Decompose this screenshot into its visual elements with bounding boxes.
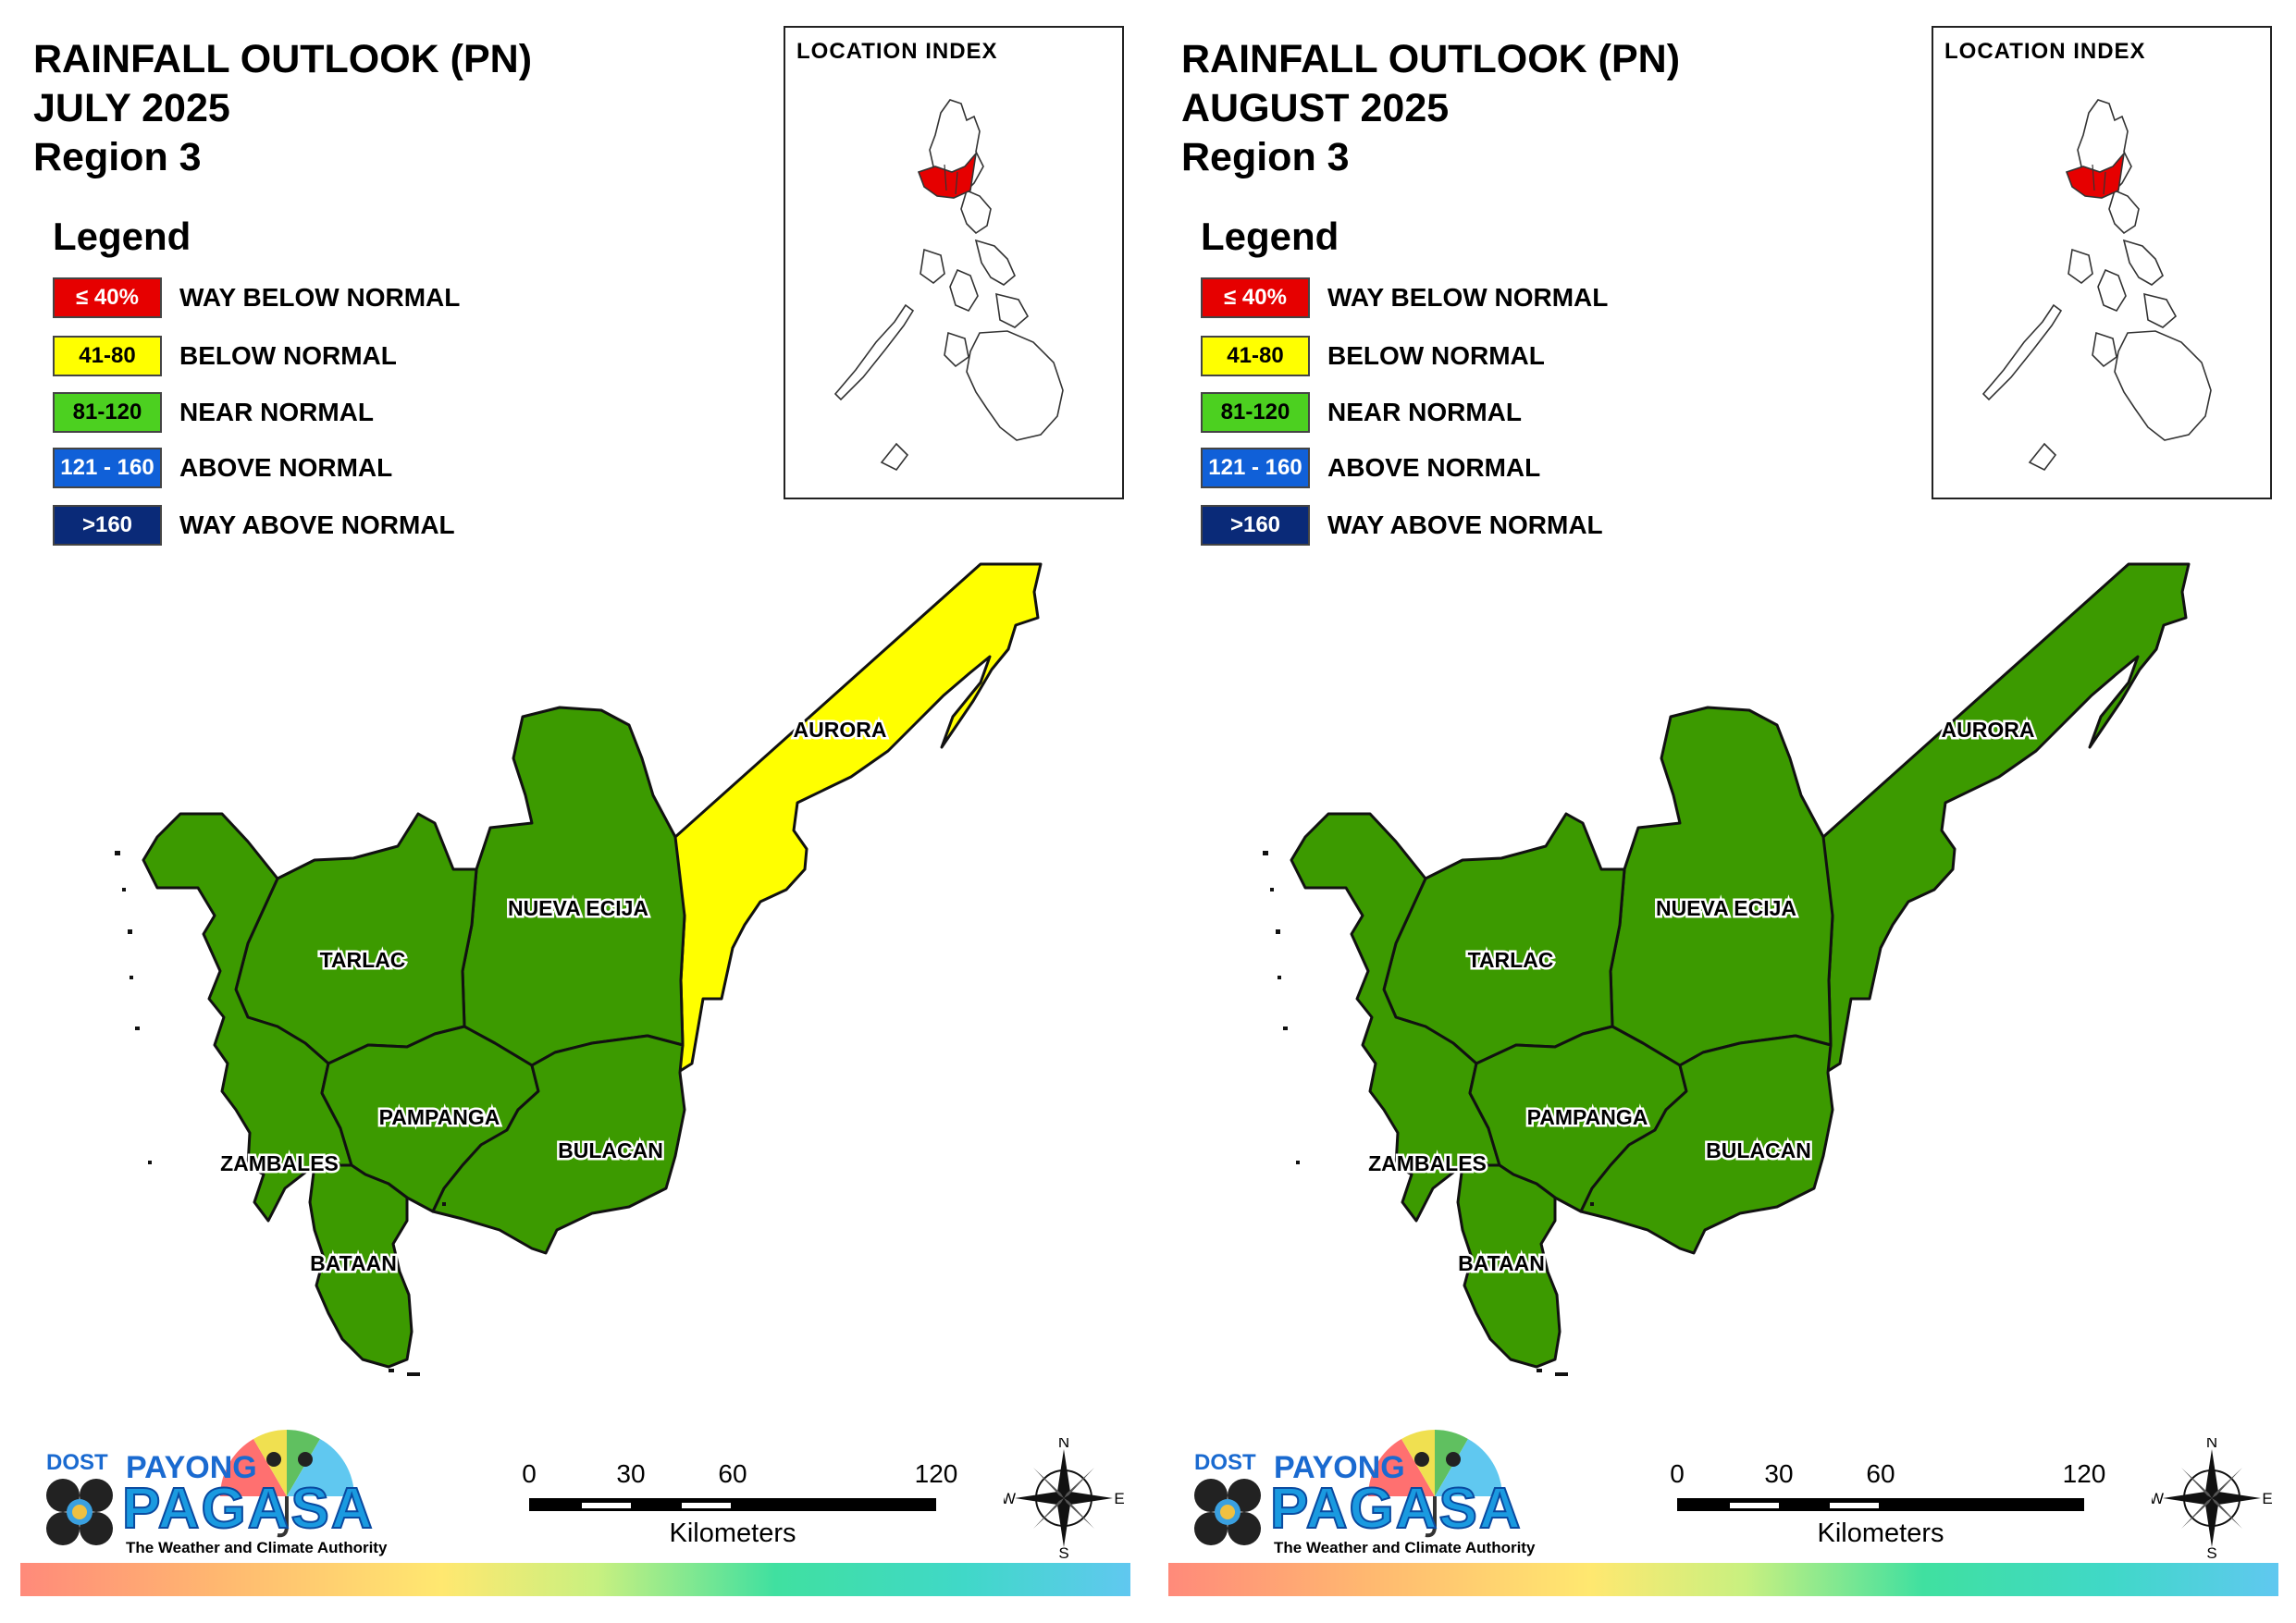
legend-label: WAY BELOW NORMAL: [179, 283, 461, 312]
map-title: RAINFALL OUTLOOK (PN) AUGUST 2025 Region…: [1181, 35, 1680, 182]
footer-color-band: [20, 1563, 1130, 1596]
province-bulacan: [1579, 1034, 1834, 1255]
logo-dost: DOST: [1194, 1450, 1256, 1475]
province-bataan: [308, 1163, 414, 1369]
legend-label: NEAR NORMAL: [179, 398, 374, 426]
scale-unit: Kilometers: [669, 1518, 796, 1548]
legend-swatch: 41-80: [53, 336, 162, 376]
legend-swatch: 81-120: [1201, 392, 1310, 433]
legend-heading: Legend: [1201, 215, 1339, 258]
legend-label: WAY ABOVE NORMAL: [179, 510, 455, 539]
legend-swatch: ≤ 40%: [1201, 277, 1310, 318]
north-arrow-compass: N S E W: [2149, 1433, 2273, 1562]
province-zambales: [142, 812, 353, 1223]
compass-s: S: [2206, 1544, 2216, 1558]
logo-dost: DOST: [46, 1450, 108, 1475]
philippines-index-outline: [833, 99, 1064, 472]
title-line-2: JULY 2025: [33, 86, 230, 130]
compass-s: S: [1058, 1544, 1068, 1558]
compass-n: N: [1058, 1438, 1069, 1451]
philippines-index-outline: [1981, 99, 2212, 472]
region3-choropleth-map: AURORA NUEVA ECIJA TARLAC PAMPANGA BULAC…: [1263, 562, 2191, 1376]
legend-swatch: 121 - 160: [53, 448, 162, 488]
legend-swatch: 121 - 160: [1201, 448, 1310, 488]
province-bulacan: [431, 1034, 686, 1255]
legend-label: WAY ABOVE NORMAL: [1327, 510, 1603, 539]
province-aurora: [1818, 562, 2191, 1075]
logo-payong: PAYONG: [126, 1450, 257, 1485]
scale-bar: 0 30 60 120 Kilometers: [1666, 1459, 2110, 1561]
label-tarlac: TARLAC: [320, 948, 406, 972]
label-zambales: ZAMBALES: [1368, 1151, 1487, 1175]
province-zambales: [1290, 812, 1501, 1223]
title-line-3: Region 3: [1181, 135, 1350, 179]
footer-color-band: [1168, 1563, 2278, 1596]
logo-tagline: The Weather and Climate Authority: [1274, 1539, 1536, 1556]
location-index-map: LOCATION INDEX: [784, 26, 1124, 499]
scale-tick-60: 60: [718, 1459, 747, 1488]
scale-bar: 0 30 60 120 Kilometers: [518, 1459, 962, 1561]
title-line-1: RAINFALL OUTLOOK (PN): [33, 37, 533, 81]
title-line-1: RAINFALL OUTLOOK (PN): [1181, 37, 1681, 81]
legend-heading: Legend: [53, 215, 191, 258]
label-pampanga: PAMPANGA: [379, 1105, 500, 1129]
label-bataan: BATAAN: [1458, 1251, 1545, 1275]
location-index-title: LOCATION INDEX: [796, 39, 998, 64]
legend-label: ABOVE NORMAL: [1327, 453, 1541, 482]
map-title: RAINFALL OUTLOOK (PN) JULY 2025 Region 3: [33, 35, 532, 182]
location-index-map: LOCATION INDEX: [1932, 26, 2272, 499]
label-nueva-ecija: NUEVA ECIJA: [508, 896, 648, 920]
label-aurora: AURORA: [794, 718, 887, 742]
outlook-panel-july: RAINFALL OUTLOOK (PN) JULY 2025 Region 3…: [20, 26, 1130, 1596]
label-bulacan: BULACAN: [558, 1138, 663, 1162]
location-index-title: LOCATION INDEX: [1944, 39, 2146, 64]
label-bataan: BATAAN: [310, 1251, 397, 1275]
scale-tick-0: 0: [1670, 1459, 1685, 1488]
legend-swatch: >160: [1201, 505, 1310, 546]
legend-label: BELOW NORMAL: [179, 341, 397, 370]
label-nueva-ecija: NUEVA ECIJA: [1656, 896, 1796, 920]
label-zambales: ZAMBALES: [220, 1151, 339, 1175]
scale-tick-0: 0: [522, 1459, 537, 1488]
legend-label: WAY BELOW NORMAL: [1327, 283, 1609, 312]
scale-tick-120: 120: [2062, 1459, 2106, 1488]
scale-tick-30: 30: [616, 1459, 646, 1488]
payong-pagasa-logo: DOST PAYONG PAGASA The Weather and Clima…: [35, 1387, 396, 1572]
compass-w: W: [2152, 1490, 2164, 1507]
scale-tick-60: 60: [1866, 1459, 1895, 1488]
scale-unit: Kilometers: [1817, 1518, 1944, 1548]
north-arrow-compass: N S E W: [1001, 1433, 1125, 1562]
logo-tagline: The Weather and Climate Authority: [126, 1539, 388, 1556]
legend-label: ABOVE NORMAL: [179, 453, 393, 482]
title-line-2: AUGUST 2025: [1181, 86, 1450, 130]
title-line-3: Region 3: [33, 135, 202, 179]
outlook-panel-august: RAINFALL OUTLOOK (PN) AUGUST 2025 Region…: [1148, 0, 2296, 1623]
compass-e: E: [2262, 1490, 2272, 1507]
legend-label: NEAR NORMAL: [1327, 398, 1522, 426]
logo-pagasa: PAGASA: [121, 1476, 375, 1542]
logo-pagasa: PAGASA: [1269, 1476, 1523, 1542]
compass-e: E: [1114, 1490, 1124, 1507]
legend-label: BELOW NORMAL: [1327, 341, 1545, 370]
compass-w: W: [1004, 1490, 1016, 1507]
label-aurora: AURORA: [1942, 718, 2035, 742]
province-nueva-ecija: [461, 706, 686, 1067]
region3-choropleth-map: AURORA NUEVA ECIJA TARLAC PAMPANGA BULAC…: [115, 562, 1043, 1376]
legend-swatch: ≤ 40%: [53, 277, 162, 318]
scale-tick-30: 30: [1764, 1459, 1794, 1488]
province-bataan: [1456, 1163, 1562, 1369]
compass-n: N: [2206, 1438, 2217, 1451]
scale-tick-120: 120: [914, 1459, 958, 1488]
label-pampanga: PAMPANGA: [1527, 1105, 1648, 1129]
payong-pagasa-logo: DOST PAYONG PAGASA The Weather and Clima…: [1183, 1387, 1544, 1572]
province-aurora: [670, 562, 1043, 1075]
province-nueva-ecija: [1609, 706, 1834, 1067]
label-bulacan: BULACAN: [1706, 1138, 1811, 1162]
legend-swatch: 81-120: [53, 392, 162, 433]
logo-payong: PAYONG: [1274, 1450, 1405, 1485]
legend-swatch: 41-80: [1201, 336, 1310, 376]
label-tarlac: TARLAC: [1468, 948, 1554, 972]
legend-swatch: >160: [53, 505, 162, 546]
